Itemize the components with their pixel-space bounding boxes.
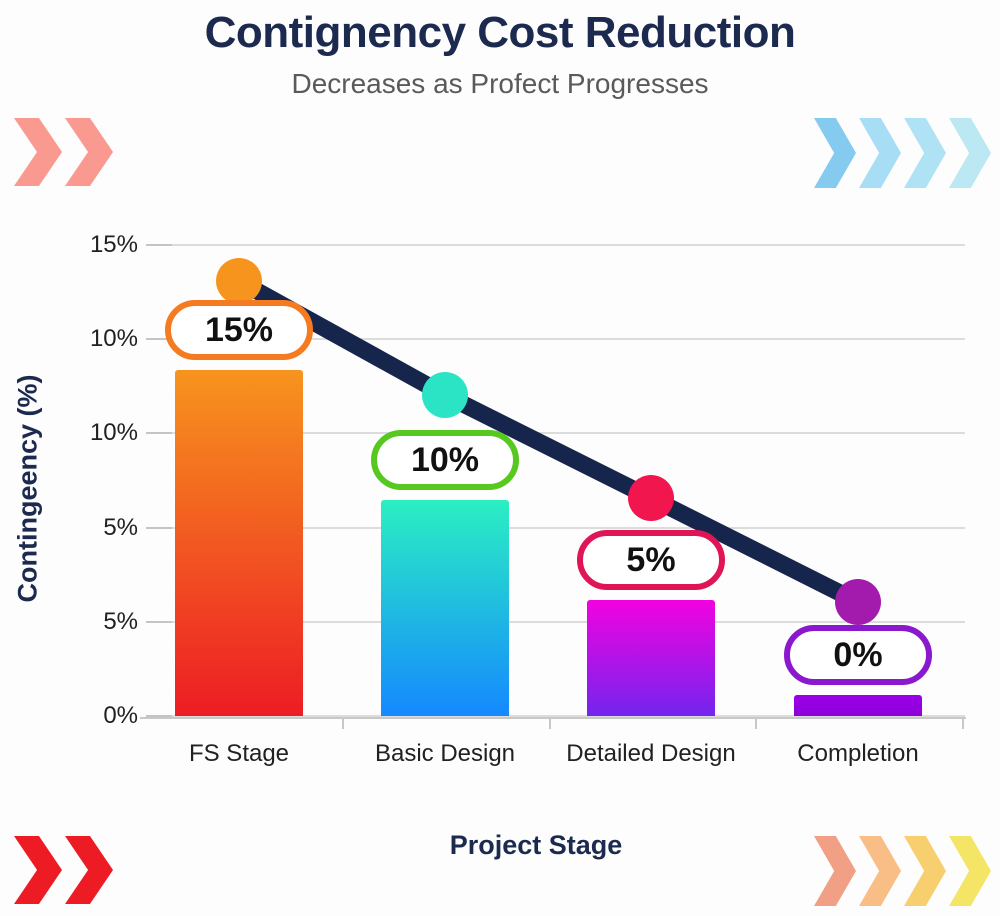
bar-completion [794, 695, 922, 716]
chevron-arrow-icon [949, 118, 991, 188]
y-axis-title: Contingeency (%) [12, 374, 43, 603]
x-axis-line [140, 717, 966, 719]
page-title: Contignency Cost Reduction [204, 8, 796, 57]
y-tick-label: 15% [89, 231, 138, 258]
x-tick-label: FS Stage [188, 740, 290, 767]
x-tick-mark [962, 717, 964, 729]
x-tick-mark [755, 717, 757, 729]
x-tick-label: Detailed Design [566, 740, 736, 767]
gridline [148, 244, 965, 246]
y-tick-label: 10% [89, 419, 138, 446]
trend-line [230, 272, 867, 611]
data-point-dot [628, 475, 674, 521]
y-tick-label: 5% [103, 514, 138, 541]
chevron-decoration-top-left [14, 118, 113, 186]
value-label-pill: 5% [577, 530, 725, 590]
chevron-decoration-top-right [814, 118, 991, 188]
chevron-arrow-icon [65, 118, 113, 186]
x-tick-label: Completion [797, 740, 919, 767]
y-tick-mark [146, 432, 172, 434]
y-tick-mark [146, 244, 172, 246]
value-label-pill: 10% [371, 430, 519, 490]
chevron-arrow-icon [904, 118, 946, 188]
x-tick-label: Basic Design [374, 740, 516, 767]
value-label-pill: 15% [165, 300, 313, 360]
data-point-dot [422, 372, 468, 418]
y-tick-mark [146, 715, 172, 717]
chevron-decoration-bottom-left [14, 836, 113, 904]
gridline [148, 715, 965, 717]
page-subtitle: Decreases as Profect Progresses [291, 68, 709, 99]
x-axis-title: Project Stage [449, 830, 623, 860]
chevron-arrow-icon [14, 836, 62, 904]
y-tick-label: 10% [89, 325, 138, 352]
chevron-arrow-icon [859, 118, 901, 188]
chevron-decoration-bottom-right [814, 836, 991, 906]
y-tick-mark [146, 527, 172, 529]
bar-fs-stage [175, 370, 303, 716]
data-point-dot [835, 579, 881, 625]
data-point-dot [216, 258, 262, 304]
value-label-pill: 0% [784, 625, 932, 685]
bar-detailed-design [587, 600, 715, 716]
y-tick-mark [146, 621, 172, 623]
chevron-arrow-icon [814, 118, 856, 188]
x-tick-mark [342, 717, 344, 729]
y-tick-label: 0% [103, 702, 138, 729]
bar-basic-design [381, 500, 509, 716]
chevron-arrow-icon [14, 118, 62, 186]
x-tick-mark [549, 717, 551, 729]
gridline [148, 621, 965, 623]
y-tick-mark [146, 338, 172, 340]
y-tick-label: 5% [103, 608, 138, 635]
